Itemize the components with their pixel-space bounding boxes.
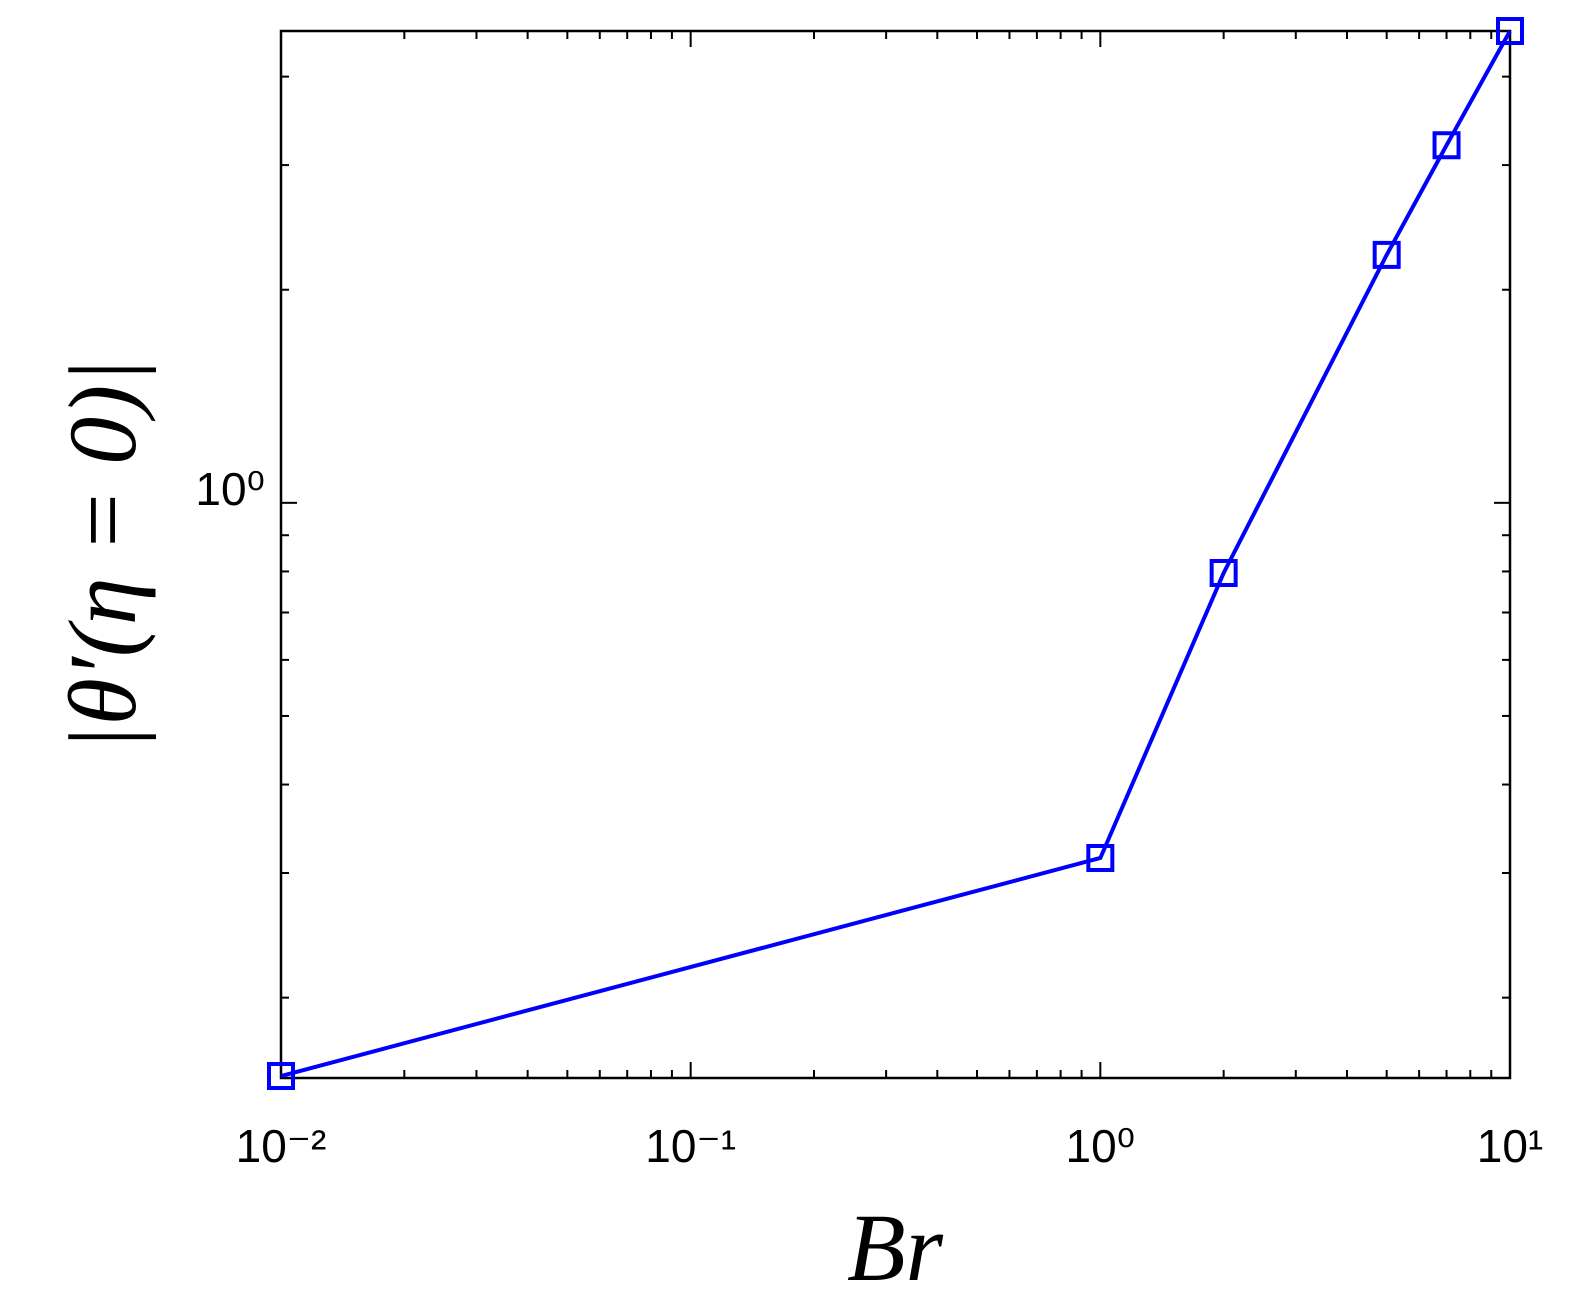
x-tick-label: 10¹ [1477, 1120, 1543, 1172]
y-tick-label: 10⁰ [195, 463, 265, 515]
plot-frame [279, 29, 1512, 1080]
x-axis-label: Br [847, 1194, 944, 1297]
x-tick-label: 10⁰ [1066, 1120, 1136, 1172]
data-point [1372, 240, 1401, 269]
series-line [280, 30, 1512, 1078]
data-point [1432, 131, 1461, 160]
x-tick-label: 10⁻² [236, 1120, 327, 1172]
x-tick-label: 10⁻¹ [645, 1120, 736, 1172]
y-axis-label: |θ′(η = 0)| [49, 358, 156, 751]
data-point [1086, 843, 1115, 872]
data-point [267, 1062, 295, 1091]
data-point [1209, 558, 1238, 587]
data-point [1496, 17, 1524, 45]
